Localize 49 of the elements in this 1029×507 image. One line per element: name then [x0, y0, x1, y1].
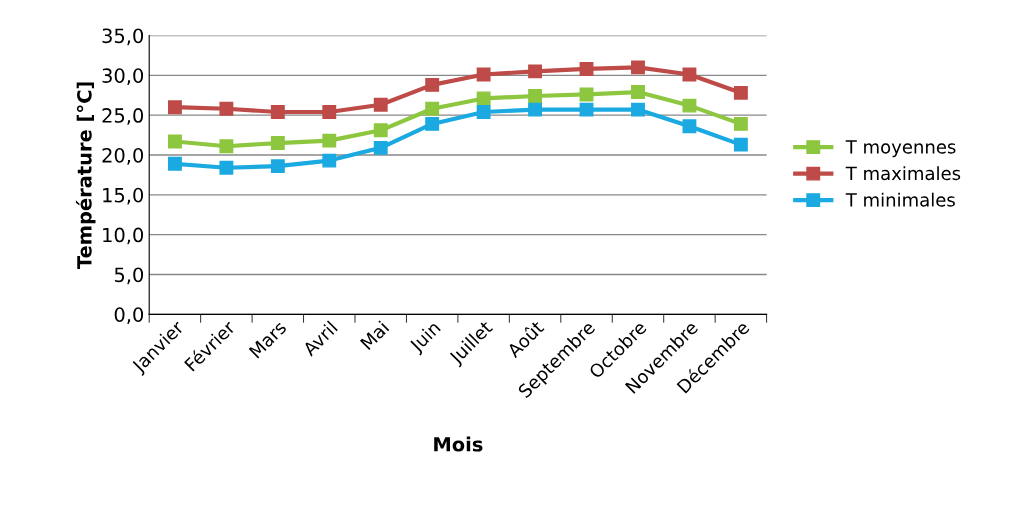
point [425, 77, 440, 92]
point [682, 67, 697, 82]
legend-label: T moyennes [845, 140, 956, 158]
point [579, 102, 594, 117]
y-tick-label: 30,0 [102, 68, 144, 85]
point [425, 101, 440, 116]
point [373, 123, 388, 138]
point [733, 116, 748, 131]
point [733, 85, 748, 100]
point [528, 89, 543, 103]
point [322, 133, 337, 148]
point [733, 137, 748, 152]
point [579, 62, 594, 76]
point [270, 136, 285, 150]
point [682, 119, 697, 134]
y-tick-label: 25,0 [102, 108, 144, 125]
point [476, 67, 491, 82]
point [476, 91, 491, 106]
point [373, 97, 388, 112]
point [425, 116, 440, 131]
point [219, 101, 234, 116]
y-axis-title: Température [°C] [75, 82, 96, 270]
point [322, 105, 337, 119]
y-tick-label: 0,0 [114, 307, 144, 324]
point [167, 134, 182, 149]
x-axis-title: Mois [434, 436, 483, 452]
point [167, 100, 182, 115]
point [270, 159, 285, 174]
y-tick-label: 5,0 [114, 267, 144, 285]
point [631, 85, 645, 100]
point [682, 98, 697, 113]
x-tick-label: Mai [359, 320, 390, 351]
point [528, 102, 543, 117]
point [631, 60, 645, 75]
y-tick-label: 15,0 [103, 187, 144, 205]
point [528, 64, 543, 79]
legend-label: T minimales [845, 192, 955, 207]
point [270, 105, 285, 119]
y-tick-label: 20,0 [102, 147, 144, 165]
point [322, 153, 337, 168]
point [167, 156, 182, 171]
point [631, 102, 645, 117]
y-tick-label: 35,0 [102, 28, 144, 46]
y-tick-label: 10,0 [103, 227, 144, 245]
point [219, 160, 234, 175]
legend-label: T maximales [845, 166, 961, 181]
point [219, 139, 234, 154]
point [476, 105, 491, 119]
point [373, 140, 388, 155]
